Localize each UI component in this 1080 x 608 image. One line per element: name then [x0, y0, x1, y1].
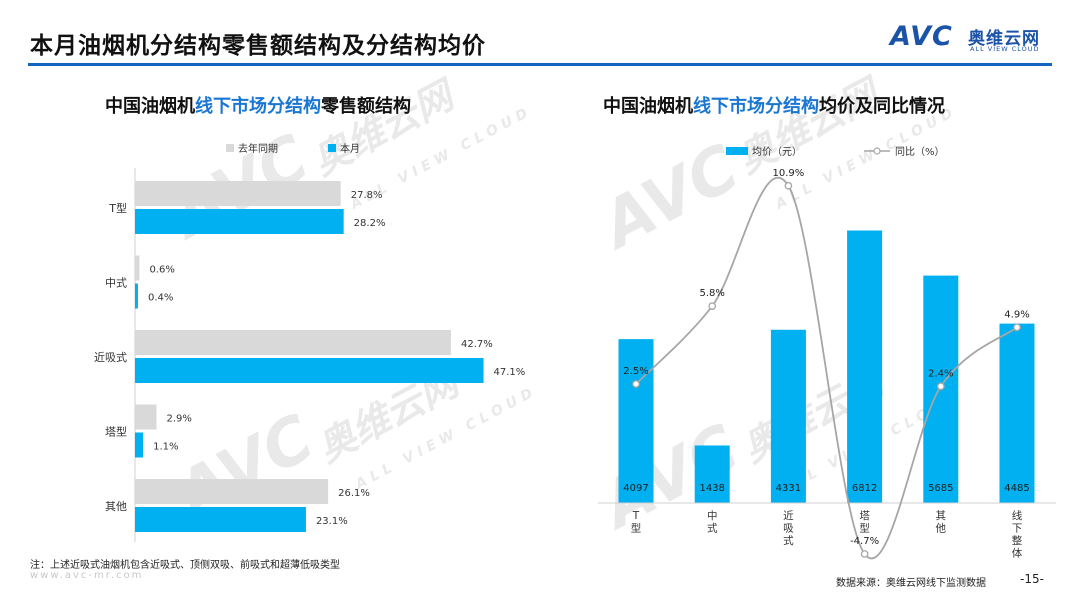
data-label: 0.6% [149, 265, 174, 276]
legend-swatch-last-year [226, 144, 234, 152]
data-label: 27.8% [351, 190, 383, 201]
category-label-char: 下 [1012, 523, 1023, 535]
logo-mark: AVC [890, 21, 953, 52]
legend-swatch-current [328, 144, 336, 152]
price-bar [847, 230, 883, 503]
data-label: 1.1% [153, 442, 178, 453]
footnote: 注：上述近吸式油烟机包含近吸式、顶侧双吸、前吸式和超薄低吸类型 [30, 560, 340, 571]
legend-label: 本月 [340, 142, 360, 155]
legend-swatch-price [726, 147, 748, 155]
price-label: 5685 [928, 483, 953, 494]
legend-marker [873, 147, 881, 155]
category-label-char: 式 [707, 522, 718, 535]
data-label: 2.9% [166, 414, 191, 425]
category-label: 中式 [105, 277, 127, 290]
category-label-char: 近 [783, 509, 794, 522]
category-label-char: 型 [631, 522, 642, 535]
price-label: 4097 [623, 483, 648, 494]
category-label: 近吸式 [94, 351, 127, 364]
bar-current [135, 358, 484, 383]
category-label-char: 他 [936, 522, 947, 535]
title-part: 中国油烟机 [105, 96, 195, 117]
page-number: -15- [1020, 572, 1044, 586]
data-label: 23.1% [316, 516, 348, 527]
right-legend: 均价（元） 同比（%） [726, 146, 945, 158]
category-label-char: 体 [1012, 548, 1023, 560]
bar-last-year [135, 479, 329, 504]
yoy-label: -4.7% [850, 536, 879, 547]
category-label-char: 中 [707, 509, 718, 522]
category-label-char: 型 [859, 522, 870, 535]
data-label: 28.2% [354, 218, 386, 229]
bar-last-year [135, 255, 140, 281]
bar-current [135, 432, 144, 458]
title-part: 均价及同比情况 [819, 96, 945, 117]
bar-last-year [135, 181, 341, 206]
title-highlight: 线下市场分结构 [693, 96, 819, 117]
left-legend: 去年同期 本月 [226, 142, 360, 155]
data-source: 数据来源：奥维云网线下监测数据 [836, 578, 986, 589]
price-bar [618, 339, 654, 503]
title-part: 中国油烟机 [603, 96, 693, 117]
yoy-point [1013, 323, 1021, 332]
bar-current [135, 209, 344, 234]
category-label-char: 式 [783, 534, 794, 547]
price-label: 4485 [1004, 483, 1029, 494]
yoy-point [936, 382, 945, 391]
category-label-char: T [632, 510, 640, 522]
price-bar [770, 329, 806, 503]
page-title: 本月油烟机分结构零售额结构及分结构均价 [30, 33, 486, 59]
legend-label: 去年同期 [238, 142, 278, 155]
yoy-point [632, 380, 640, 388]
category-label-char: 塔 [859, 509, 870, 522]
title-highlight: 线下市场分结构 [195, 96, 321, 117]
price-label: 1438 [699, 483, 724, 494]
logo-name-en: ALL VIEW CLOUD [970, 45, 1040, 53]
website-url: www.avc-mr.com [30, 570, 144, 581]
right-chart-title: 中国油烟机线下市场分结构均价及同比情况 [603, 92, 945, 118]
data-label: 47.1% [494, 367, 526, 378]
data-label: 42.7% [461, 339, 493, 350]
bar-current [135, 507, 306, 532]
bar-last-year [135, 330, 451, 355]
yoy-line [635, 176, 1018, 559]
category-label: 其他 [105, 500, 127, 513]
category-label: 塔型 [105, 425, 127, 439]
brand-logo: AVC 奥维云网 ALL VIEW CLOUD [890, 21, 1055, 56]
price-bar [694, 445, 730, 503]
retail-structure-bar-chart: 去年同期 本月 27.8% 28.2% T型 0.6% 0.4% 中式 42.7% 47.1% 近吸… [94, 142, 526, 542]
legend-label: 同比（%） [895, 146, 945, 158]
bar-current [135, 283, 138, 309]
price-bar [999, 323, 1035, 503]
yoy-label: 2.4% [928, 368, 953, 379]
logo-name-cn: 奥维云网 [968, 29, 1040, 49]
price-label: 6812 [852, 483, 877, 494]
legend-label: 均价（元） [752, 146, 802, 158]
category-label-char: 其 [936, 510, 947, 522]
yoy-label: 2.5% [623, 366, 648, 377]
yoy-label: 10.9% [773, 168, 805, 179]
category-label: T型 [108, 201, 127, 215]
left-chart-title: 中国油烟机线下市场分结构零售额结构 [105, 92, 411, 118]
yoy-label: 4.9% [1004, 309, 1029, 320]
header-divider [28, 63, 1052, 66]
category-label-char: 吸 [783, 523, 794, 535]
yoy-point [784, 181, 793, 190]
price-label: 4331 [776, 483, 801, 494]
yoy-label: 5.8% [699, 288, 724, 299]
data-label: 0.4% [148, 293, 173, 304]
category-label-char: 线 [1012, 509, 1023, 522]
yoy-point [708, 302, 717, 310]
avg-price-combo-chart: 均价（元） 同比（%）4097T型1438中式4331近吸式6812塔型5685其… [598, 146, 1056, 560]
bar-last-year [135, 404, 157, 430]
title-part: 零售额结构 [321, 96, 411, 117]
yoy-point [860, 550, 869, 558]
category-label-char: 整 [1012, 534, 1023, 547]
data-label: 26.1% [338, 488, 370, 499]
